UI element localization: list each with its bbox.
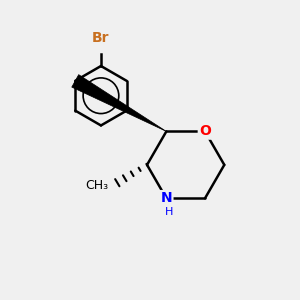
Text: Br: Br [92,31,110,45]
Text: H: H [165,207,173,217]
Polygon shape [72,75,166,131]
Text: N: N [160,191,172,205]
Text: CH₃: CH₃ [85,179,108,192]
Text: O: O [199,124,211,138]
